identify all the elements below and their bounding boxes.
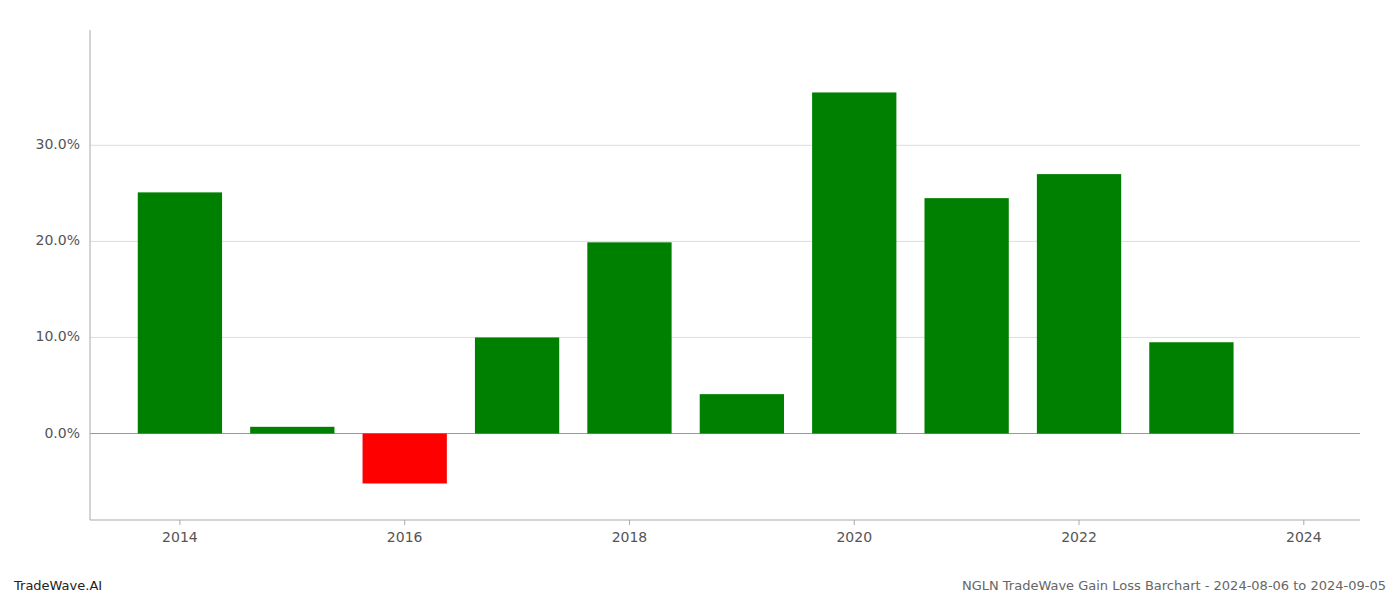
x-tick-label: 2014 (162, 529, 198, 545)
bar (475, 337, 559, 433)
x-tick-label: 2016 (387, 529, 423, 545)
x-tick-label: 2024 (1286, 529, 1322, 545)
bars (138, 92, 1234, 483)
bar (1037, 174, 1121, 433)
footer-left: TradeWave.AI (13, 578, 102, 593)
y-tick-label: 0.0% (44, 425, 80, 441)
bar (812, 92, 896, 433)
x-tick (854, 520, 855, 525)
x-axis-line (90, 520, 1360, 521)
bar (700, 394, 784, 433)
x-tick (404, 520, 405, 525)
bar (587, 242, 671, 433)
y-axis-line (90, 30, 91, 520)
x-tick-label: 2018 (612, 529, 648, 545)
bar (250, 427, 334, 434)
footer-right: NGLN TradeWave Gain Loss Barchart - 2024… (962, 578, 1386, 593)
grid-line (90, 145, 1360, 146)
chart-svg: 0.0% 10.0% 20.0% 30.0% 2014 2016 2018 2020 2022 2… (0, 0, 1400, 600)
bar (1149, 342, 1233, 433)
bar (924, 198, 1008, 433)
x-tick (629, 520, 630, 525)
chart-container: 0.0% 10.0% 20.0% 30.0% 2014 2016 2018 2020 2022 2… (0, 0, 1400, 600)
x-tick-label: 2022 (1061, 529, 1097, 545)
x-tick-label: 2020 (836, 529, 872, 545)
x-tick (1303, 520, 1304, 525)
grid (90, 145, 1360, 433)
grid-line (90, 337, 1360, 338)
bar (363, 434, 447, 484)
x-tick (1079, 520, 1080, 525)
y-tick-label: 10.0% (36, 328, 80, 344)
y-tick-label: 20.0% (36, 232, 80, 248)
y-tick-label: 30.0% (36, 136, 80, 152)
x-tick (179, 520, 180, 525)
grid-line (90, 241, 1360, 242)
bar (138, 192, 222, 433)
